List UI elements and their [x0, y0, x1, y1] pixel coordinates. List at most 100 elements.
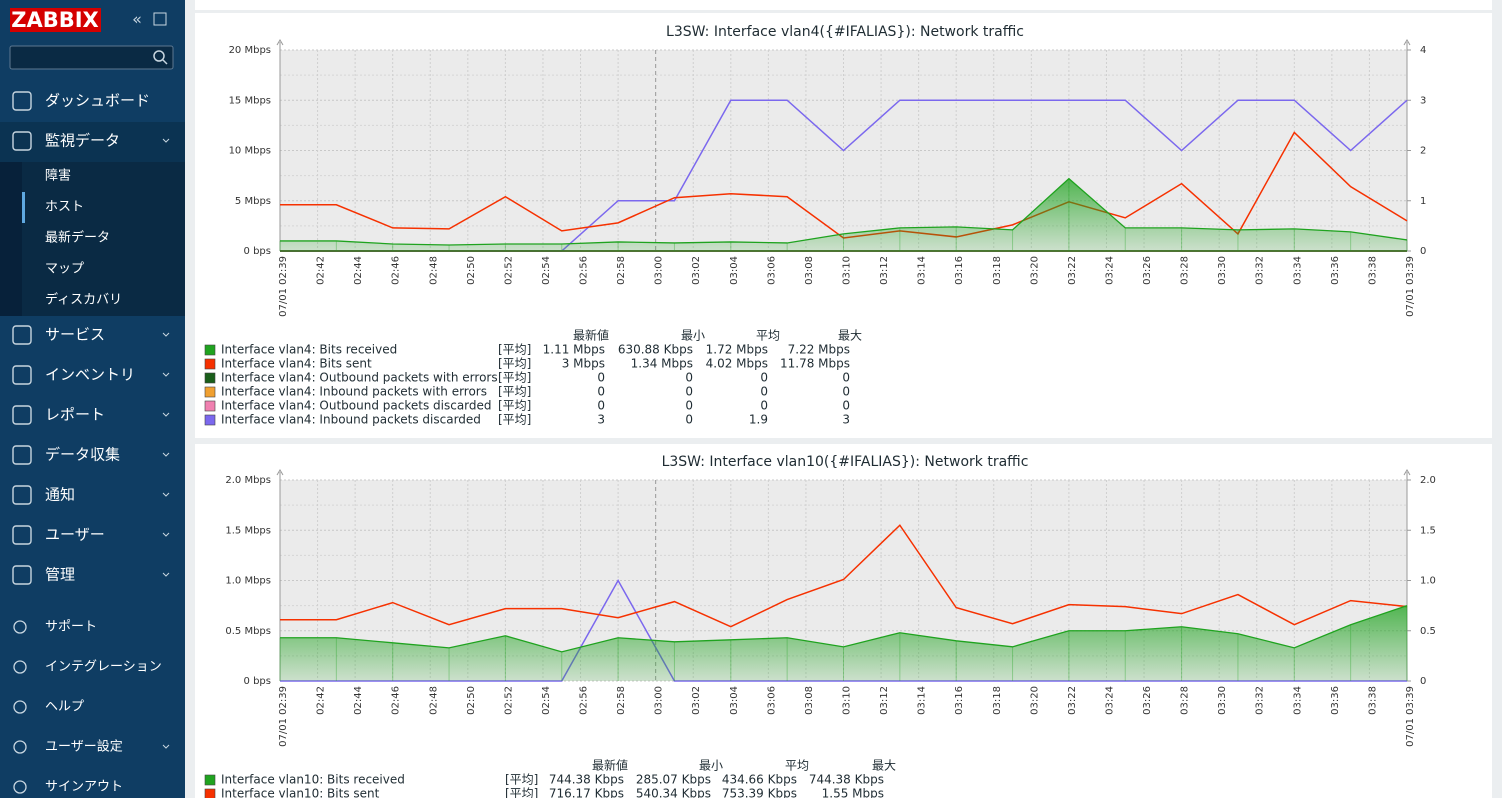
sidebar: [0, 0, 185, 798]
legend-value: 540.34 Kbps: [636, 787, 711, 798]
x-tick-label: 03:20: [1029, 686, 1040, 715]
x-tick-label: 02:46: [391, 686, 402, 715]
menu-item[interactable]: インベントリ: [45, 366, 135, 384]
footer-icon: [13, 780, 27, 794]
menu-item[interactable]: 通知: [45, 486, 75, 504]
x-tick-label: 03:06: [766, 256, 777, 285]
legend-value: 0: [760, 399, 768, 413]
x-tick-label: 02:42: [316, 256, 327, 285]
collapse-icon[interactable]: «: [132, 10, 142, 29]
x-tick-label: 02:58: [616, 686, 627, 715]
x-tick-label: 03:10: [842, 686, 853, 715]
y2-tick-label: 3: [1420, 95, 1426, 106]
footer-icon: [13, 700, 27, 714]
chevron: [162, 744, 170, 749]
menu-item[interactable]: 管理: [45, 566, 75, 584]
x-tick-label: 03:04: [729, 686, 740, 715]
x-tick-label: 02:56: [579, 686, 590, 715]
x-tick-label: 03:30: [1217, 256, 1228, 285]
y-tick-label: 0 bps: [244, 676, 271, 687]
y-tick-label: 20 Mbps: [229, 45, 271, 56]
y2-tick-label: 0: [1420, 246, 1426, 257]
y-tick-label: 0 bps: [244, 246, 271, 257]
y2-tick-label: 1.0: [1420, 576, 1436, 587]
y-tick-label: 15 Mbps: [229, 95, 271, 106]
chevron: [162, 452, 170, 457]
legend-value: 0: [760, 385, 768, 399]
menu-item[interactable]: 監視データ: [45, 132, 120, 150]
menu-item[interactable]: サービス: [45, 326, 105, 344]
x-tick-label: 02:58: [616, 256, 627, 285]
legend-value: 0: [685, 385, 693, 399]
menu-item[interactable]: ダッシュボード: [45, 92, 150, 110]
axis-arrow: [276, 469, 284, 476]
legend-value: 0: [685, 371, 693, 385]
chevron: [162, 572, 170, 577]
legend-value: 434.66 Kbps: [722, 773, 797, 787]
footer-item[interactable]: ヘルプ: [45, 700, 84, 715]
axis-arrow: [1403, 469, 1411, 476]
legend-value: 1.11 Mbps: [543, 343, 605, 357]
legend-name: Interface vlan10: Bits received: [221, 773, 405, 787]
y2-tick-label: 0.5: [1420, 626, 1436, 637]
legend-value: 0: [597, 385, 605, 399]
submenu-item[interactable]: ディスカバリ: [45, 292, 122, 308]
x-tick-label: 03:06: [766, 686, 777, 715]
series-line: [280, 605, 1408, 653]
x-tick-label: 03:14: [917, 256, 928, 285]
legend-value: 0: [842, 399, 850, 413]
legend-swatch: [204, 414, 216, 426]
menu-item[interactable]: ユーザー: [45, 526, 105, 544]
x-tick-label: 03:04: [729, 256, 740, 285]
footer-item[interactable]: サポート: [45, 620, 97, 635]
x-tick-label: 03:26: [1142, 256, 1153, 285]
legend-func: [平均]: [498, 371, 531, 385]
menu-item[interactable]: データ収集: [45, 446, 120, 464]
legend-value: 1.55 Mbps: [822, 787, 884, 798]
chevron: [162, 412, 170, 417]
x-tick-label: 07/01 02:39: [278, 686, 289, 747]
menu-icon: [12, 565, 32, 585]
x-tick-label: 03:12: [879, 686, 890, 715]
search-box[interactable]: [9, 45, 174, 70]
legend-header: 最小: [699, 759, 723, 773]
legend-name: Interface vlan10: Bits sent: [221, 787, 380, 798]
widget-top: [195, 0, 1492, 10]
footer-item[interactable]: ユーザー設定: [45, 739, 123, 755]
legend-name: Interface vlan4: Inbound packets with er…: [221, 385, 487, 399]
x-tick-label: 03:12: [879, 256, 890, 285]
legend-name: Interface vlan4: Outbound packets with e…: [221, 371, 498, 385]
legend-value: 0: [842, 385, 850, 399]
submenu-item[interactable]: 障害: [45, 168, 71, 184]
search-icon[interactable]: [153, 50, 165, 62]
y-tick-label: 1.0 Mbps: [225, 576, 271, 587]
submenu-item[interactable]: ホスト: [45, 200, 84, 215]
x-tick-label: 03:36: [1330, 686, 1341, 715]
x-tick-label: 02:50: [466, 686, 477, 715]
area: [280, 605, 1407, 681]
y-tick-label: 0.5 Mbps: [225, 626, 271, 637]
footer-item[interactable]: サインアウト: [45, 780, 123, 795]
x-tick-label: 03:10: [842, 256, 853, 285]
x-tick-label: 03:18: [992, 686, 1003, 715]
menu-item[interactable]: レポート: [45, 406, 105, 424]
legend-value: 753.39 Kbps: [722, 787, 797, 798]
legend-value: 0: [760, 371, 768, 385]
kiosk-icon[interactable]: [153, 12, 167, 26]
x-tick-label: 02:46: [391, 256, 402, 285]
footer-item[interactable]: インテグレーション: [45, 660, 162, 675]
active-marker: [22, 192, 25, 223]
x-tick-label: 03:32: [1255, 686, 1266, 715]
menu-icon: [12, 445, 32, 465]
submenu-item[interactable]: 最新データ: [45, 230, 110, 246]
y2-tick-label: 1.5: [1420, 525, 1436, 536]
legend-swatch: [204, 386, 216, 398]
chevron: [162, 138, 170, 143]
series-line: [280, 524, 1408, 628]
legend-value: 3: [597, 413, 605, 427]
chevron: [162, 532, 170, 537]
submenu-item[interactable]: マップ: [45, 262, 84, 277]
legend-value: 0: [597, 399, 605, 413]
